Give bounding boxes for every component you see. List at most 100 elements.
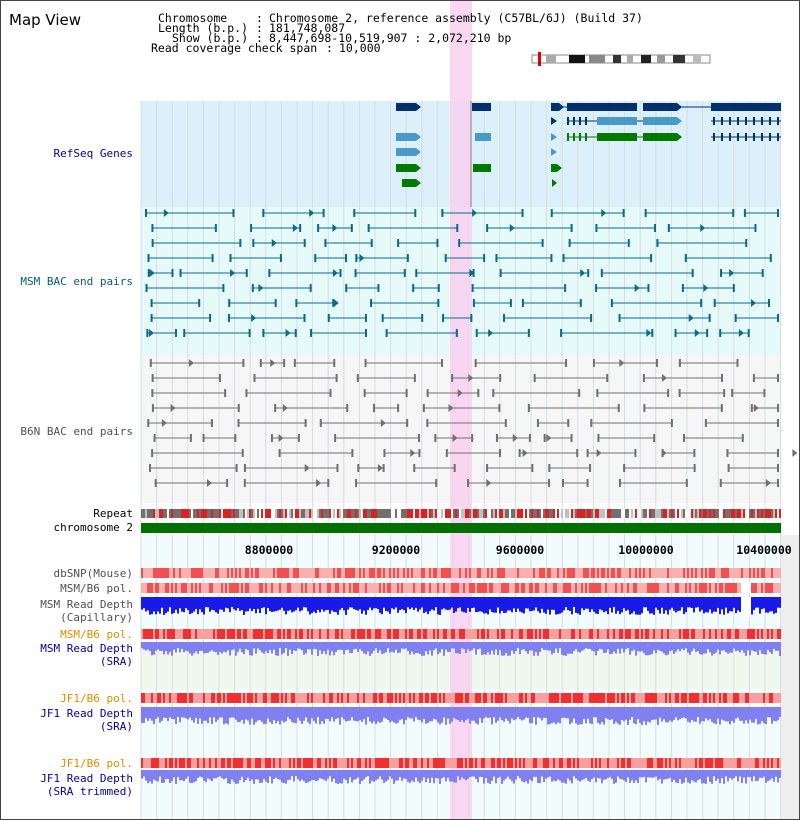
bac-end	[700, 299, 703, 307]
bac-end-arrow	[292, 224, 298, 232]
heat-strip-cell	[653, 758, 655, 768]
heat-strip-cell	[185, 583, 187, 593]
heat-strip-cell	[725, 583, 727, 593]
heat-strip-cell	[683, 583, 685, 593]
heat-strip-cell	[637, 583, 639, 593]
heat-strip-cell	[227, 693, 229, 703]
heat-strip-cell	[777, 693, 779, 703]
heat-strip-cell	[331, 568, 333, 578]
depth-bar	[607, 597, 609, 615]
track-label-msm-pol-1[interactable]: MSM/B6 pol.	[60, 582, 133, 595]
repeat-segment	[593, 509, 595, 518]
heat-strip-cell	[411, 629, 413, 639]
heat-strip-cell	[663, 568, 665, 578]
bac-end	[237, 404, 240, 412]
heat-strip-cell	[719, 693, 721, 703]
repeat-segment	[345, 509, 347, 518]
bac-end	[706, 329, 709, 337]
heat-strip-cell	[321, 693, 323, 703]
depth-bar	[489, 642, 491, 655]
heat-strip-cell	[241, 693, 243, 703]
heat-strip-cell	[207, 758, 209, 768]
heat-strip-cell	[725, 693, 727, 703]
track-label-msm-bac[interactable]: MSM BAC end pairs	[20, 275, 133, 288]
heat-strip-cell	[225, 629, 227, 639]
heat-strip-cell	[473, 629, 475, 639]
depth-bar	[403, 597, 405, 611]
depth-bar	[715, 642, 717, 653]
heat-strip-cell	[323, 583, 325, 593]
repeat-segment	[683, 509, 685, 518]
track-label-jf1-depth-trimmed[interactable]: JF1 Read Depth (SRA trimmed)	[40, 772, 133, 798]
track-label-msm-depth-capillary[interactable]: MSM Read Depth (Capillary)	[40, 598, 133, 624]
track-label-msm-depth-sra[interactable]: MSM Read Depth (SRA)	[40, 642, 133, 668]
track-label-refseq-genes[interactable]: RefSeq Genes	[53, 147, 133, 160]
heat-strip-cell	[601, 568, 603, 578]
heat-strip-cell	[349, 693, 351, 703]
heat-strip-cell	[525, 629, 527, 639]
heat-strip-cell	[637, 629, 639, 639]
depth-bar	[169, 770, 171, 784]
bac-end-arrow	[278, 434, 284, 442]
heat-strip-cell	[217, 629, 219, 639]
depth-bar	[243, 707, 245, 724]
repeat-segment	[585, 509, 587, 518]
track-label-dbsnp[interactable]: dbSNP(Mouse)	[53, 567, 133, 580]
heat-strip-cell	[683, 758, 685, 768]
heat-strip-cell	[157, 693, 159, 703]
repeat-segment	[309, 509, 311, 518]
heat-strip-cell	[251, 758, 253, 768]
depth-bar	[569, 597, 571, 611]
heat-strip-cell	[447, 693, 449, 703]
heat-strip-cell	[615, 568, 617, 578]
depth-bar	[397, 642, 399, 654]
depth-bar	[337, 770, 339, 784]
track-label-b6n-bac[interactable]: B6N BAC end pairs	[20, 425, 133, 438]
repeat-segment	[485, 509, 487, 518]
gene-block	[402, 179, 416, 187]
track-label-msm-pol-2[interactable]: MSM/B6 pol.	[60, 628, 133, 641]
heat-strip-cell	[357, 758, 359, 768]
track-label-jf1-depth-sra[interactable]: JF1 Read Depth (SRA)	[40, 707, 133, 733]
bac-end	[383, 449, 386, 457]
heat-strip-cell	[601, 758, 603, 768]
depth-bar	[455, 597, 457, 612]
repeat-segment	[487, 509, 489, 518]
track-label-repeat[interactable]: Repeat	[93, 507, 133, 520]
track-label-jf1-pol-2[interactable]: JF1/B6 pol.	[60, 757, 133, 770]
repeat-segment	[267, 509, 269, 518]
track-label-chromosome[interactable]: chromosome 2	[53, 521, 133, 534]
depth-bar	[189, 642, 191, 654]
heat-strip-cell	[549, 568, 551, 578]
heat-strip-cell	[735, 583, 737, 593]
bac-end	[414, 209, 417, 217]
heat-strip-cell	[467, 583, 469, 593]
depth-bar	[419, 642, 421, 655]
heat-strip-cell	[581, 583, 583, 593]
heat-strip-cell	[607, 693, 609, 703]
heat-strip-cell	[443, 693, 445, 703]
heat-strip-cell	[177, 583, 179, 593]
depth-bar	[315, 597, 317, 614]
heat-strip-cell	[389, 568, 391, 578]
heat-strip-cell	[441, 629, 443, 639]
repeat-segment	[247, 509, 249, 518]
heat-strip-cell	[219, 693, 221, 703]
track-label-jf1-pol-1[interactable]: JF1/B6 pol.	[60, 692, 133, 705]
heat-strip-cell	[659, 568, 661, 578]
heat-strip-cell	[343, 568, 345, 578]
heat-strip-cell	[629, 568, 631, 578]
repeat-segment	[295, 509, 297, 518]
depth-bar	[509, 642, 511, 656]
heat-strip-cell	[401, 629, 403, 639]
heat-strip-cell	[217, 568, 219, 578]
bac-end	[590, 314, 593, 322]
heat-strip-cell	[457, 758, 459, 768]
heat-strip-cell	[759, 583, 761, 593]
heat-strip-cell	[375, 758, 377, 768]
heat-strip-cell	[181, 568, 183, 578]
heat-strip-cell	[691, 629, 693, 639]
axis-tick-label: 10400000	[736, 543, 792, 557]
repeat-segment	[467, 509, 469, 518]
